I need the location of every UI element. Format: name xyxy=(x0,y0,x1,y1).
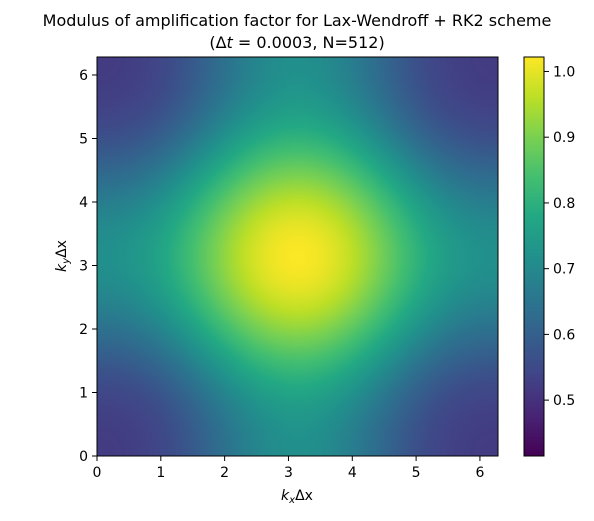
x-axis-label: kxΔx xyxy=(281,488,313,506)
colorbar-ticks: 0.5 0.6 0.7 0.8 0.9 1.0 xyxy=(544,64,575,409)
colorbar-area xyxy=(524,57,544,456)
colorbar-tick-label: 0.8 xyxy=(553,196,575,212)
y-tick-label: 6 xyxy=(79,68,88,84)
colorbar-canvas xyxy=(524,57,544,456)
y-tick-label: 3 xyxy=(79,258,88,274)
y-tick-label: 0 xyxy=(79,449,88,465)
x-tick-label: 0 xyxy=(93,465,102,481)
colorbar-tick-label: 0.7 xyxy=(553,262,575,278)
x-axis-ticks: 0 1 2 3 4 5 6 xyxy=(93,456,484,481)
subtitle-var: t xyxy=(227,33,234,52)
subtitle-delta: Δ xyxy=(216,33,227,52)
y-tick-label: 5 xyxy=(79,131,88,147)
plot-frame xyxy=(96,56,499,457)
colorbar-tick-label: 0.9 xyxy=(553,130,575,146)
y-tick-label: 1 xyxy=(79,385,88,401)
x-tick-label: 6 xyxy=(475,465,484,481)
colorbar-tick-label: 0.5 xyxy=(553,393,575,409)
x-tick-label: 4 xyxy=(348,465,357,481)
heatmap-area xyxy=(97,57,498,456)
x-tick-label: 1 xyxy=(156,465,165,481)
colorbar-frame xyxy=(523,56,545,457)
chart-title: Modulus of amplification factor for Lax-… xyxy=(43,11,552,30)
y-tick-label: 2 xyxy=(79,322,88,338)
chart-subtitle: (Δt = 0.0003, N=512) xyxy=(209,33,384,52)
colorbar-tick-label: 1.0 xyxy=(553,64,575,80)
y-axis-ticks: 0 1 2 3 4 5 6 xyxy=(79,68,97,465)
heatmap-canvas xyxy=(97,57,498,456)
y-axis-label: kyΔx xyxy=(54,240,72,272)
y-tick-label: 4 xyxy=(79,195,88,211)
subtitle-prefix: ( xyxy=(209,33,215,52)
x-tick-label: 3 xyxy=(284,465,293,481)
x-tick-label: 5 xyxy=(412,465,421,481)
subtitle-rest: = 0.0003, N=512) xyxy=(233,33,385,52)
x-tick-label: 2 xyxy=(220,465,229,481)
colorbar-tick-label: 0.6 xyxy=(553,327,575,343)
